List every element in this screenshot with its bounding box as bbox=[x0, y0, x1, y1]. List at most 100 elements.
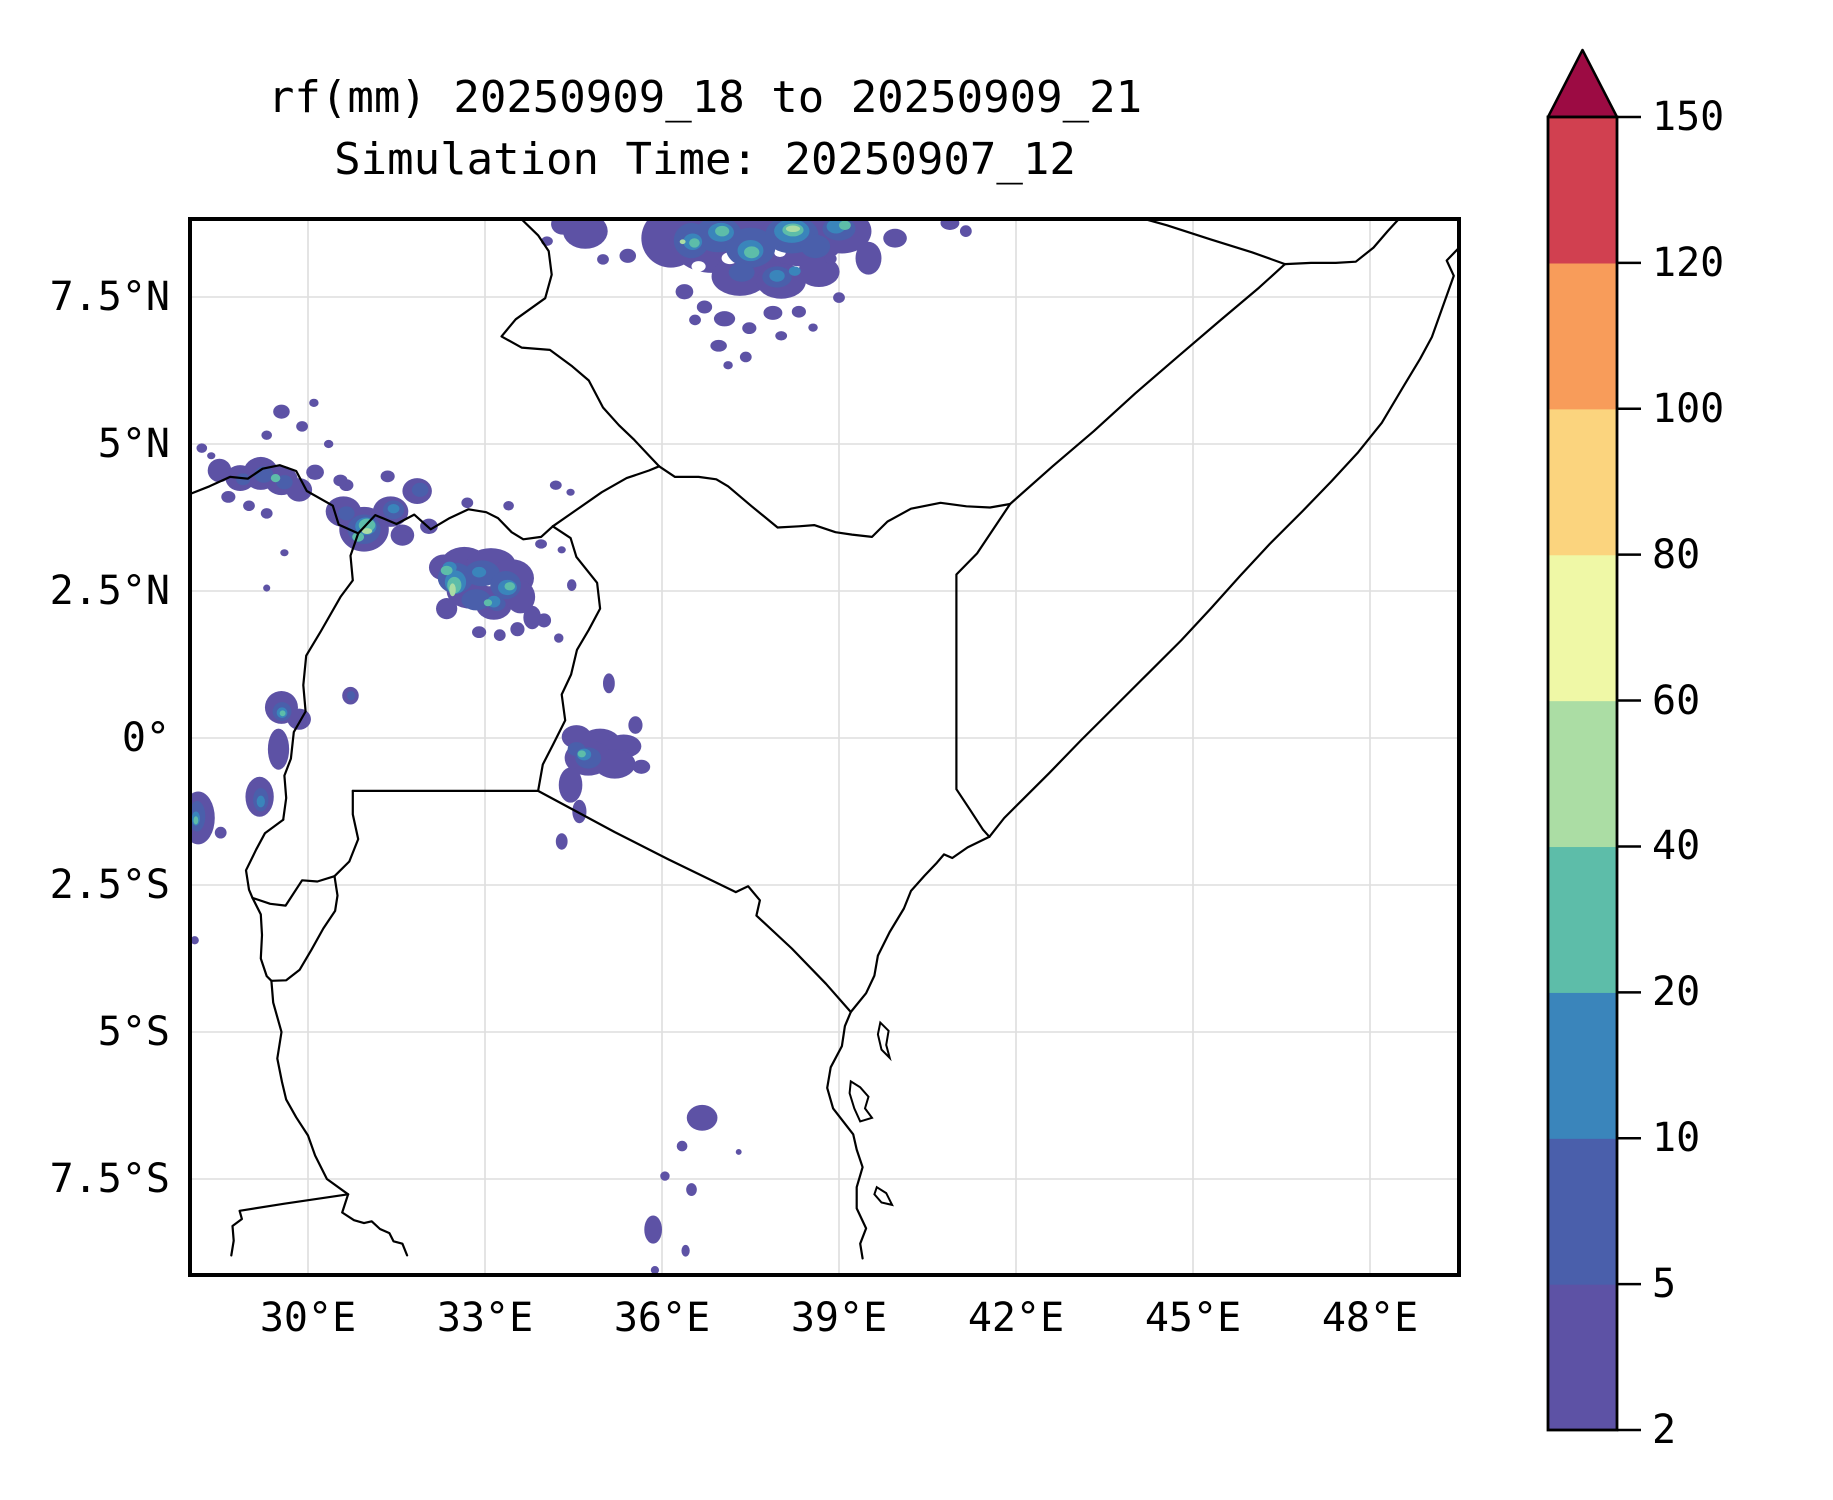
country-border-path bbox=[955, 502, 1012, 838]
rain-blob-level0 bbox=[742, 322, 757, 335]
country-border-path bbox=[251, 875, 336, 907]
rain-blob-level0 bbox=[628, 716, 643, 734]
country-border-path bbox=[244, 818, 285, 899]
rain-blob-level3 bbox=[689, 238, 700, 248]
rain-blob-level0 bbox=[959, 225, 972, 238]
rain-blob-level0 bbox=[523, 605, 542, 630]
rain-blob-level0 bbox=[650, 1266, 660, 1275]
rain-blob-level0 bbox=[273, 404, 290, 419]
rain-blob-level0 bbox=[808, 323, 818, 332]
x-tick-label: 42°E bbox=[967, 1295, 1065, 1341]
rain-blob-level0 bbox=[558, 767, 583, 803]
rain-blob-level0 bbox=[296, 421, 308, 432]
y-tick-label: 2.5°N bbox=[49, 568, 170, 614]
rain-blob-level1 bbox=[338, 506, 355, 521]
colorbar-segment bbox=[1548, 992, 1617, 1139]
colorbar-over-arrow bbox=[1546, 48, 1619, 119]
rain-blob-level0 bbox=[713, 311, 736, 327]
rain-blob-level0 bbox=[263, 584, 271, 592]
rain-blob-level0 bbox=[597, 254, 609, 265]
colorbar-segment bbox=[1548, 846, 1617, 993]
rain-blob-level4 bbox=[679, 239, 686, 245]
rain-blob-level0 bbox=[632, 759, 651, 774]
rain-blob-level0 bbox=[503, 501, 514, 511]
rain-blob-level0 bbox=[686, 1183, 697, 1197]
colorbar-segment bbox=[1548, 700, 1617, 848]
x-tick-label: 39°E bbox=[790, 1295, 888, 1341]
colorbar-segment bbox=[1548, 408, 1617, 556]
rain-blob-level3 bbox=[504, 582, 516, 591]
rain-blob-level0 bbox=[536, 613, 552, 628]
island-outline bbox=[848, 1079, 874, 1123]
rain-blob-level0 bbox=[306, 464, 324, 480]
colorbar-tick-label: 80 bbox=[1652, 531, 1701, 578]
rain-blob-level0 bbox=[689, 314, 701, 326]
rain-blob-level0 bbox=[681, 1244, 690, 1257]
rain-blob-level0 bbox=[267, 728, 290, 770]
colorbar-tick-label: 40 bbox=[1652, 823, 1701, 870]
rain-blob-level3 bbox=[483, 599, 493, 607]
rain-blob-level3 bbox=[744, 246, 760, 259]
rain-blob-level2 bbox=[788, 266, 801, 276]
rain-blob-level0 bbox=[686, 1104, 718, 1131]
y-tick-label: 0° bbox=[121, 715, 170, 761]
colorbar-outline bbox=[1546, 115, 1619, 1432]
rain-blob-level0 bbox=[390, 524, 415, 546]
rain-blob-level3 bbox=[440, 565, 453, 576]
colorbar-tick-label: 10 bbox=[1652, 1115, 1701, 1162]
rain-blob-level2 bbox=[769, 269, 785, 282]
country-border-path bbox=[988, 244, 1461, 838]
country-border-path bbox=[826, 835, 991, 1260]
rain-blob-level0 bbox=[207, 452, 216, 460]
rain-blob-level0 bbox=[603, 673, 615, 694]
rain-blob-level0 bbox=[436, 598, 458, 620]
rain-blob-level3 bbox=[270, 473, 281, 483]
colorbar-tick-label: 20 bbox=[1652, 969, 1701, 1016]
rain-blob-level0 bbox=[549, 480, 562, 490]
country-border-path bbox=[1009, 263, 1287, 506]
country-border-path bbox=[341, 1193, 409, 1257]
rain-blob-level0 bbox=[824, 253, 837, 265]
rain-blob-level0 bbox=[554, 633, 564, 643]
rain-blob-level0 bbox=[551, 217, 575, 235]
colorbar-segment bbox=[1548, 1138, 1617, 1285]
country-border-path bbox=[282, 532, 360, 821]
colorbar-segment bbox=[1548, 117, 1617, 264]
colorbar-tick-label: 60 bbox=[1652, 677, 1701, 724]
rain-blob-level0 bbox=[214, 826, 227, 839]
rain-blob-level0 bbox=[510, 622, 525, 637]
country-border-path bbox=[500, 217, 661, 468]
rain-blob-level0 bbox=[493, 629, 506, 641]
rain-blob-level0 bbox=[380, 470, 395, 483]
rain-blob-level0 bbox=[735, 1149, 742, 1155]
map-plot-area bbox=[188, 217, 1461, 1277]
rain-blob-level1 bbox=[728, 262, 755, 282]
colorbar-segment bbox=[1548, 1284, 1617, 1431]
rain-blob-level0 bbox=[461, 497, 474, 509]
country-border-path bbox=[251, 896, 273, 982]
rain-blob-level0 bbox=[535, 539, 547, 549]
figure-title-line1: rf(mm) 20250909_18 to 20250909_21 bbox=[267, 72, 1143, 123]
rain-blob-level3 bbox=[193, 816, 199, 825]
rain-blob-level0 bbox=[280, 549, 289, 557]
rain-blob-level4 bbox=[785, 225, 801, 233]
rain-blob-level2 bbox=[256, 795, 265, 808]
y-tick-label: 5°S bbox=[97, 1009, 170, 1055]
rain-blob-level0 bbox=[723, 361, 733, 370]
rain-blob-level0 bbox=[833, 292, 845, 303]
rain-blob-level3 bbox=[577, 750, 586, 758]
rain-blob-level3 bbox=[839, 220, 851, 230]
colorbar-tick-label: 100 bbox=[1652, 385, 1725, 432]
rain-blob-level0 bbox=[221, 491, 236, 503]
rain-blob-level0 bbox=[883, 228, 907, 248]
rain-blob-level0 bbox=[260, 508, 273, 519]
x-tick-label: 45°E bbox=[1144, 1295, 1242, 1341]
x-tick-label: 30°E bbox=[259, 1295, 357, 1341]
colorbar-segment bbox=[1548, 262, 1617, 410]
rain-blob-level0 bbox=[572, 799, 587, 824]
colorbar-tick-label: 120 bbox=[1652, 239, 1725, 286]
rain-blob-level3 bbox=[715, 225, 730, 237]
country-border-path bbox=[658, 465, 1012, 538]
country-border-path bbox=[230, 1193, 350, 1257]
